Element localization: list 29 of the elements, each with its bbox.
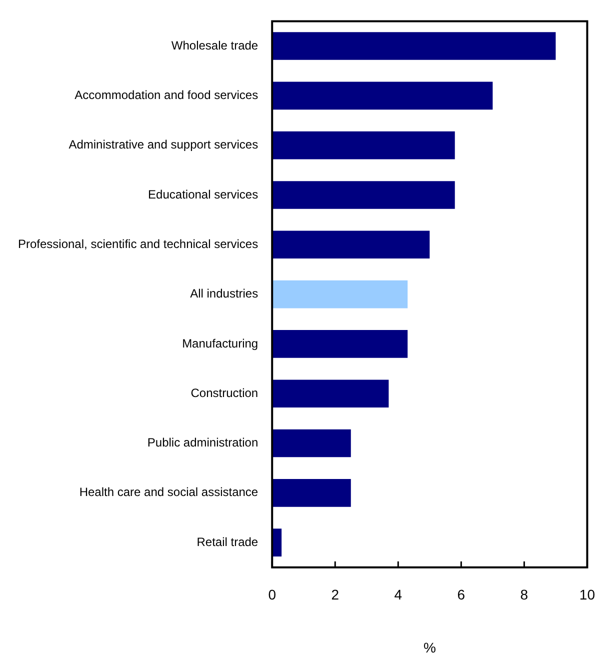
x-tick-label: 2 [331, 586, 340, 603]
bar [272, 131, 455, 160]
bar [272, 330, 408, 358]
x-tick-label: 4 [394, 586, 402, 603]
y-tick-label: Accommodation and food services [74, 88, 258, 102]
bar [272, 82, 493, 110]
y-tick-label: All industries [190, 286, 258, 301]
y-tick-label: Educational services [148, 187, 258, 202]
x-tick-label: 0 [268, 586, 276, 603]
x-tick-label: 8 [520, 586, 528, 603]
bar [272, 230, 430, 259]
bar [272, 181, 455, 209]
y-tick-label: Wholesale trade [171, 38, 258, 52]
bar [272, 429, 351, 458]
bar [272, 32, 556, 60]
x-axis-title: % [423, 639, 436, 656]
y-tick-label: Professional, scientific and technical services [18, 236, 258, 251]
y-tick-label: Public administration [147, 436, 258, 450]
y-tick-label: Administrative and support services [68, 138, 258, 152]
x-tick-label: 6 [457, 586, 466, 603]
bar [272, 528, 282, 556]
x-tick-label: 10 [579, 586, 596, 603]
y-tick-label: Manufacturing [182, 336, 258, 350]
bar [272, 479, 351, 507]
y-tick-label: Retail trade [196, 534, 258, 549]
y-tick-label: Health care and social assistance [79, 485, 258, 500]
y-tick-label: Construction [190, 386, 258, 400]
bar [272, 280, 408, 308]
bar [272, 380, 389, 408]
